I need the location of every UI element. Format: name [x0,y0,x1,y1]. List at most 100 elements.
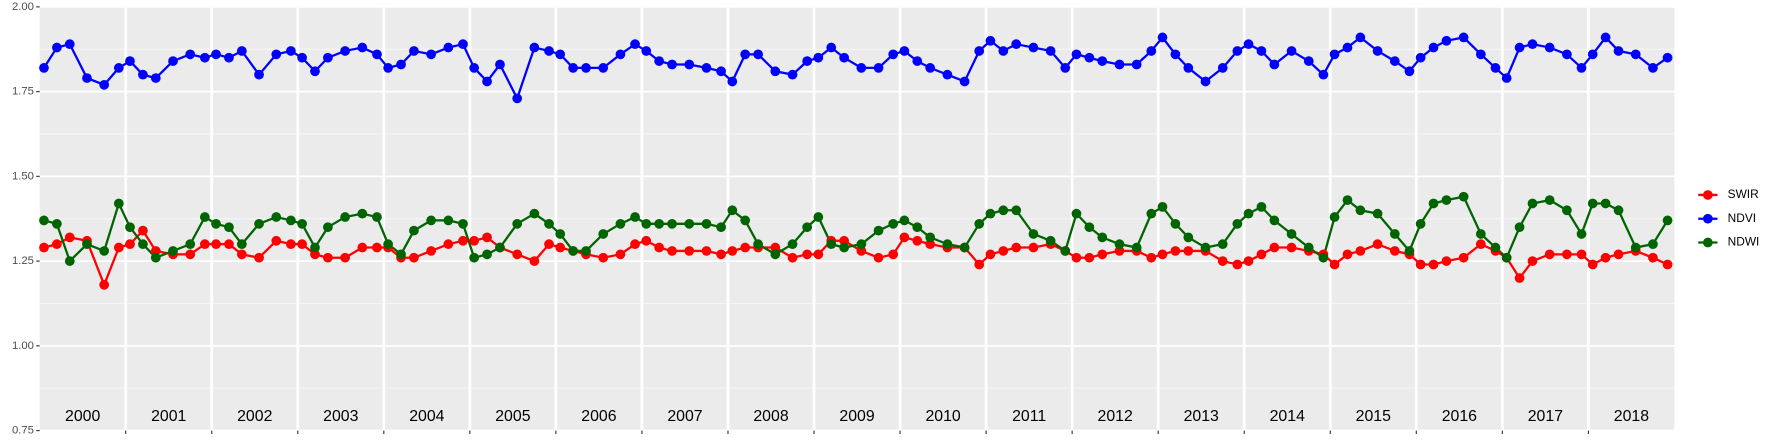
year-label: 2001 [151,408,186,425]
point [1256,46,1267,56]
point [51,218,62,229]
point [1011,39,1022,50]
year-label: 2017 [1528,408,1563,425]
point [125,239,135,250]
point [544,239,554,250]
y-tick-label: 1.00 [12,340,34,352]
point [426,246,437,256]
point [469,252,480,263]
point [1458,252,1469,263]
point [64,232,75,243]
point [372,49,382,60]
point [740,215,751,226]
point [138,239,148,250]
point [211,49,221,60]
point [740,242,751,253]
point [1200,76,1211,87]
point [1355,246,1366,256]
point [813,52,824,63]
point [185,249,196,260]
point [667,246,677,256]
point [236,249,247,260]
point [236,239,247,250]
point [310,66,320,77]
point [39,63,49,73]
point [1355,205,1366,216]
point [1329,49,1340,60]
point [113,198,124,209]
point [1243,208,1254,219]
point [1600,32,1611,43]
point [409,252,419,263]
point [912,56,923,66]
point [1613,205,1624,216]
legend-label: NDVI [1728,211,1756,225]
year-label: 2012 [1098,408,1133,425]
point [1389,229,1400,239]
point [974,46,985,56]
point [1269,59,1280,70]
point [641,235,652,246]
point [1576,63,1587,73]
point [297,218,307,229]
point [82,73,92,83]
point [1630,49,1641,60]
point [82,239,92,250]
point [458,39,468,50]
point [1389,246,1400,256]
point [942,239,953,250]
point [684,59,695,70]
point [150,252,161,263]
point [1157,249,1168,260]
point [458,235,468,246]
legend-key-point [1702,237,1713,248]
point [839,52,850,63]
point [396,59,406,70]
point [1243,256,1254,266]
point [1131,59,1142,70]
point [1342,42,1353,53]
point [340,252,350,263]
point [839,242,850,253]
point [787,252,798,263]
point [1501,73,1512,83]
point [1562,205,1572,216]
point [1600,198,1611,209]
year-label: 2010 [925,408,960,425]
point [323,222,333,233]
point [856,239,867,250]
point [925,63,936,73]
point [615,218,626,229]
point [1071,49,1082,60]
point [654,242,665,253]
point [39,215,49,226]
point [770,242,781,253]
point [340,212,350,222]
point [1217,239,1228,250]
point [727,76,738,87]
point [286,239,296,250]
point [1329,212,1340,222]
point [1097,249,1108,260]
point [925,232,936,243]
point [254,252,264,263]
point [357,208,368,219]
point [568,246,578,256]
point [286,215,296,226]
point [1114,246,1125,256]
point [495,242,505,253]
point [1514,42,1525,53]
point [925,239,936,250]
point [856,63,867,73]
point [959,242,970,253]
point [1630,242,1641,253]
point [224,222,234,233]
point [1562,249,1572,260]
point [615,249,626,260]
point [1587,49,1598,60]
point [443,215,454,226]
year-label: 2003 [323,408,358,425]
legend-key-point [1702,190,1713,200]
point [1600,252,1611,263]
